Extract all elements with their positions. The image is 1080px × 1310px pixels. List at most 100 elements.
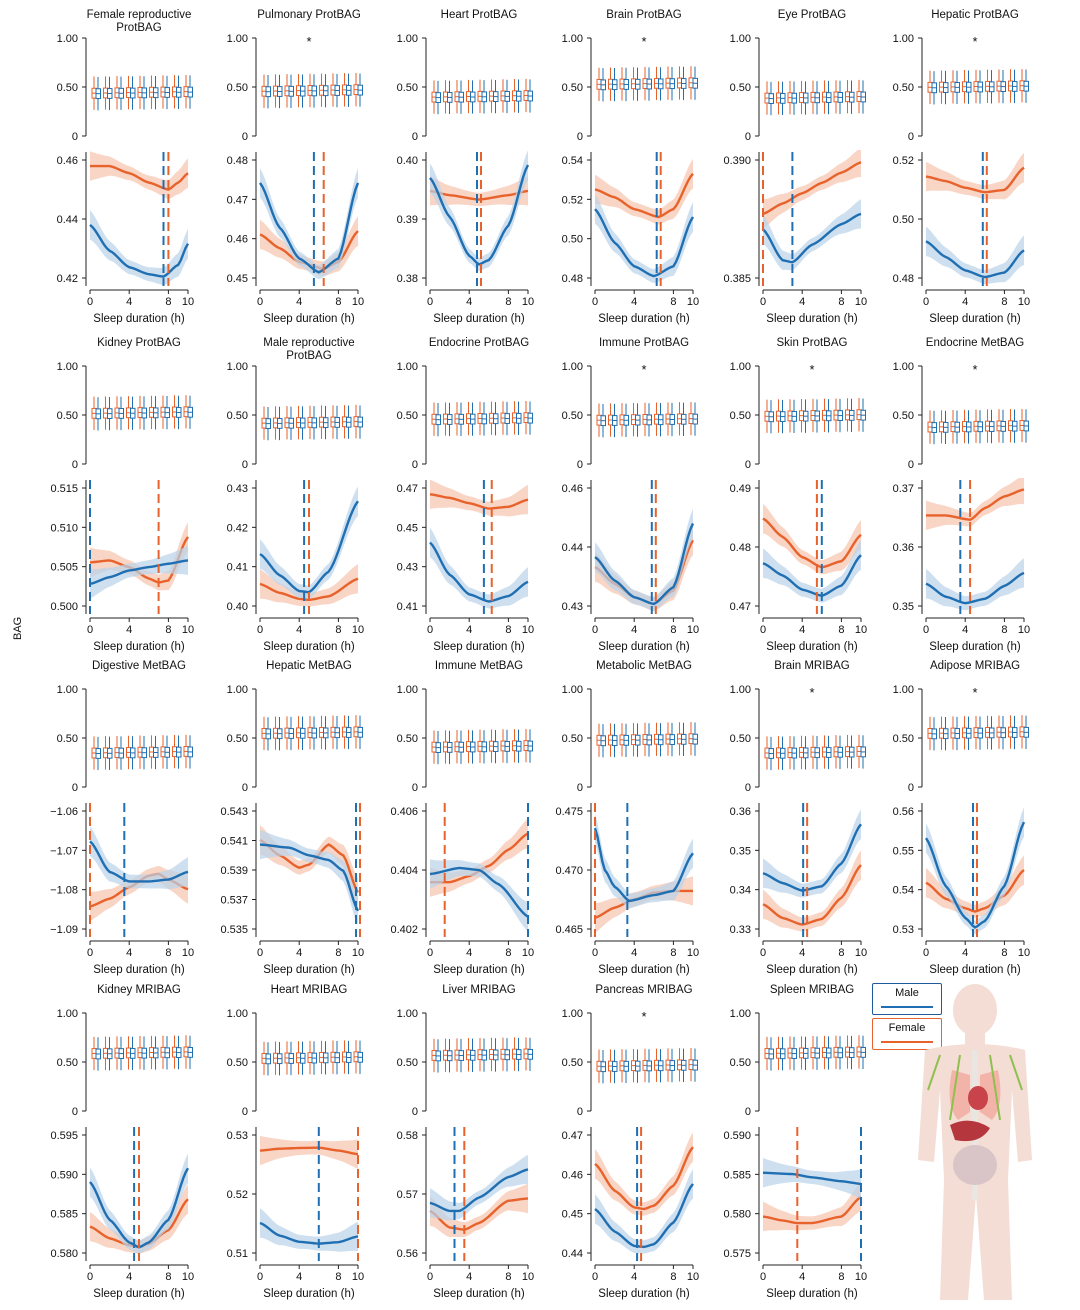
plot-area	[762, 480, 862, 614]
female-ci-band	[260, 825, 358, 908]
female-ci-band	[926, 855, 1024, 919]
male-curve	[593, 827, 694, 903]
y-tick-label: 0.44	[562, 1248, 583, 1260]
x-tick-label: 0	[257, 1271, 263, 1283]
y-tick-label: −1.09	[50, 924, 78, 936]
legend-male-label: Male	[895, 987, 919, 999]
x-tick-label: 10	[182, 296, 194, 308]
box-y-tick-label: 1.00	[227, 361, 248, 373]
plot-area	[429, 1127, 529, 1261]
panel-title: Digestive MetBAG	[92, 660, 186, 672]
female-curve	[762, 864, 862, 926]
panel-3: Heart ProtBAG 1.00 0.50 0 0.38 0.39 0.40 0 4 8 10 S…	[397, 9, 535, 325]
y-tick-label: 0.42	[227, 522, 248, 534]
box-y-tick-label: 1.00	[562, 684, 583, 696]
female-ci-band	[595, 158, 693, 225]
y-tick-label: 0.585	[723, 1169, 751, 1181]
x-axis-label: Sleep duration (h)	[433, 964, 525, 976]
x-tick-label: 4	[631, 296, 637, 308]
male-ci-band	[90, 545, 188, 599]
box-y-tick-label: 0	[577, 1106, 583, 1118]
x-tick-label: 0	[923, 296, 929, 308]
box-y-tick-label: 0.50	[730, 410, 751, 422]
y-tick-label: 0.47	[227, 194, 248, 206]
male-curve	[762, 212, 862, 264]
x-tick-label: 0	[87, 947, 93, 959]
significance-star: *	[972, 34, 977, 49]
female-ci-band	[763, 850, 861, 932]
box-y-tick-label: 0.50	[397, 82, 418, 94]
panel-22: Pancreas MRIBAG 1.00 0.50 0 * 0.44 0.45 0.46 0.4…	[562, 984, 700, 1300]
y-tick-label: 0.40	[397, 155, 418, 167]
panel-9: Endocrine ProtBAG 1.00 0.50 0 0.41 0.43 0.45 0.…	[397, 337, 535, 653]
y-tick-label: 0.34	[730, 885, 751, 897]
panel-10: Immune ProtBAG 1.00 0.50 0 * 0.43 0.44 0.46 0 4 8 1…	[562, 337, 700, 653]
body-organs-illustration	[918, 984, 1032, 1300]
panel-title: Brain MRIBAG	[774, 660, 849, 672]
x-axis-label: Sleep duration (h)	[433, 1288, 525, 1300]
x-tick-label: 8	[1001, 947, 1007, 959]
y-tick-label: 0.515	[50, 483, 78, 495]
x-tick-label: 8	[165, 1271, 171, 1283]
box-y-tick-label: 0.50	[57, 1057, 78, 1069]
y-tick-label: 0.48	[227, 155, 248, 167]
panel-title: Liver MRIBAG	[442, 984, 516, 996]
y-tick-label: 0.45	[227, 273, 248, 285]
box-y-tick-label: 0	[412, 459, 418, 471]
y-tick-label: 0.54	[562, 155, 583, 167]
x-tick-label: 10	[522, 624, 534, 636]
x-axis-label: Sleep duration (h)	[929, 641, 1021, 653]
panel-20: Heart MRIBAG 1.00 0.50 0 0.51 0.52 0.53 0 4 8 10 Sl…	[227, 984, 365, 1300]
x-tick-label: 8	[165, 296, 171, 308]
legend-male-line	[881, 1006, 933, 1008]
box-y-tick-label: 1.00	[893, 361, 914, 373]
x-tick-label: 4	[799, 624, 805, 636]
box-y-tick-label: 0	[412, 131, 418, 143]
female-ci-band	[763, 503, 861, 575]
panel-title: Brain ProtBAG	[606, 9, 681, 21]
box-y-tick-label: 0.50	[57, 733, 78, 745]
female-curve	[594, 172, 694, 219]
male-curve	[259, 843, 360, 912]
legend-male: Male	[872, 983, 942, 1015]
female-ci-band	[260, 1135, 358, 1169]
male-ci-band	[90, 1153, 188, 1254]
x-tick-label: 10	[687, 296, 699, 308]
y-tick-label: 0.585	[50, 1209, 78, 1221]
female-curve	[762, 517, 862, 569]
x-tick-label: 0	[592, 296, 598, 308]
box-y-tick-label: 0	[745, 1106, 751, 1118]
y-tick-label: 0.390	[723, 155, 751, 167]
y-tick-label: 0.41	[397, 601, 418, 613]
female-ci-band	[260, 563, 358, 607]
significance-star: *	[809, 685, 814, 700]
y-tick-label: 0.52	[227, 1189, 248, 1201]
box-y-tick-label: 0	[908, 782, 914, 794]
x-tick-label: 10	[182, 947, 194, 959]
y-tick-label: 0.47	[730, 601, 751, 613]
male-curve	[925, 571, 1025, 605]
y-tick-label: 0.36	[893, 542, 914, 554]
box-y-tick-label: 1.00	[562, 1008, 583, 1020]
box-y-tick-label: 1.00	[397, 361, 418, 373]
male-ci-band	[90, 826, 188, 890]
plot-area	[429, 803, 529, 937]
y-tick-label: 0.51	[227, 1248, 248, 1260]
y-tick-label: 0.50	[562, 234, 583, 246]
panel-title: Metabolic MetBAG	[596, 660, 692, 672]
box-y-tick-label: 0.50	[730, 1057, 751, 1069]
x-tick-label: 8	[505, 624, 511, 636]
box-y-tick-label: 0	[72, 459, 78, 471]
female-curve	[925, 869, 1025, 913]
male-ci-band	[430, 150, 528, 272]
female-ci-band	[90, 1184, 188, 1254]
y-tick-label: 0.500	[50, 601, 78, 613]
box-y-tick-label: 0.50	[562, 733, 583, 745]
plot-area	[594, 480, 695, 614]
y-tick-label: 0.402	[390, 924, 418, 936]
y-tick-label: 0.56	[397, 1248, 418, 1260]
plot-area	[593, 803, 694, 937]
x-tick-label: 8	[335, 624, 341, 636]
female-curve	[429, 1197, 529, 1231]
x-tick-label: 8	[670, 624, 676, 636]
